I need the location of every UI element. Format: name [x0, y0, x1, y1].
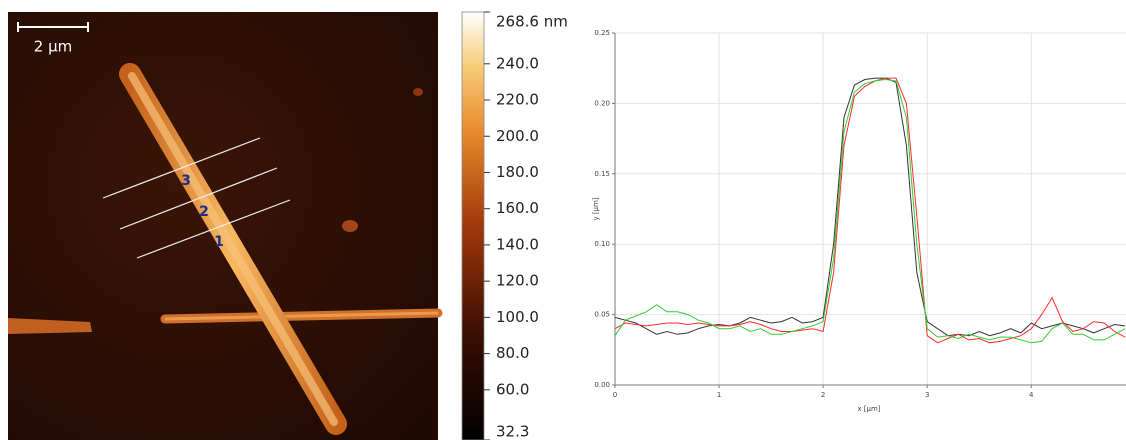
profile-line	[615, 78, 1125, 336]
y-axis-label: y [μm]	[592, 197, 600, 220]
x-tick-label: 0	[613, 391, 617, 399]
x-tick-label: 3	[925, 391, 929, 399]
colorbar-tick-label: 100.0	[496, 308, 539, 326]
colorbar-tick-label: 140.0	[496, 235, 539, 253]
figure: 2 μm 1 2 3 x [μm] y [μm] 0.00 0.05 0.10 0.1…	[0, 0, 1126, 440]
colorbar-tick-label: 180.0	[496, 163, 539, 181]
y-tick-label: 0.10	[594, 240, 610, 248]
profile-line	[615, 78, 1125, 343]
line-chart: x [μm] y [μm] 0.00 0.05 0.10 0.15 0.20 0.25 0 1…	[592, 29, 1126, 413]
colorbar-tick-label: 80.0	[496, 344, 529, 362]
colorbar-tick-label: 240.0	[496, 54, 539, 72]
y-tick-label: 0.00	[594, 381, 610, 389]
x-tick-label: 1	[717, 391, 721, 399]
y-tick-label: 0.05	[594, 311, 610, 319]
colorbar-tick-label: 220.0	[496, 91, 539, 109]
colorbar-tick-label: 200.0	[496, 127, 539, 145]
x-tick-label: 2	[821, 391, 825, 399]
afm-image: 2 μm 1 2 3	[8, 12, 438, 440]
colorbar-tick-label: 268.6 nm	[496, 13, 568, 31]
y-tick-label: 0.20	[594, 99, 610, 107]
y-tick-label: 0.15	[594, 170, 610, 178]
profile-label: 1	[214, 234, 224, 250]
colorbar-tick-label: 32.3	[496, 423, 529, 440]
colorbar-tick-label: 120.0	[496, 272, 539, 290]
x-axis-label: x [μm]	[857, 405, 880, 413]
y-tick-label: 0.25	[594, 29, 610, 37]
scale-bar-label: 2 μm	[34, 38, 72, 56]
colorbar-tick-label: 60.0	[496, 380, 529, 398]
profile-label: 3	[181, 173, 191, 189]
colorbar-tick-label: 160.0	[496, 199, 539, 217]
x-tick-label: 4	[1029, 391, 1034, 399]
profile-label: 2	[199, 204, 209, 220]
colorbar	[462, 12, 484, 440]
